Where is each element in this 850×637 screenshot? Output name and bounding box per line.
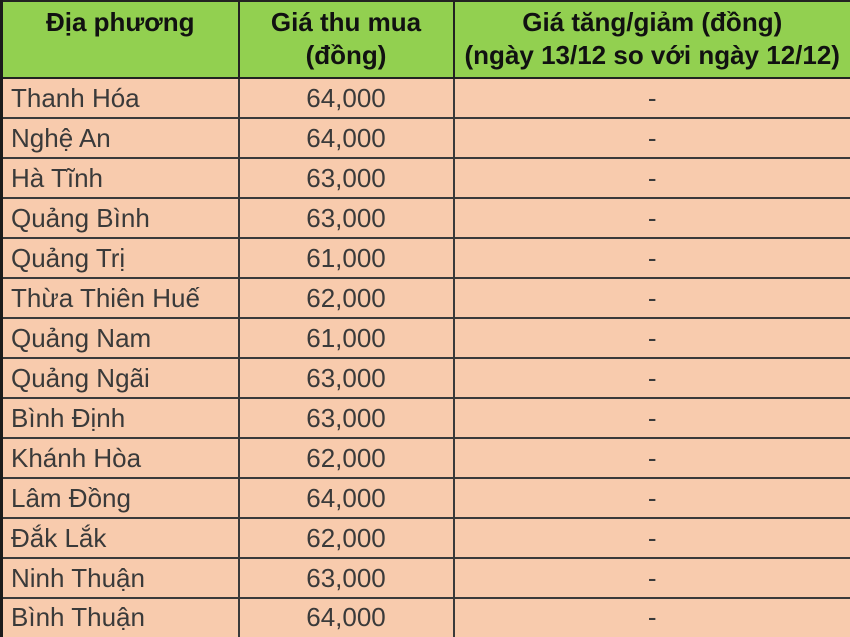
change-cell: - [452, 357, 850, 399]
table-row: Thừa Thiên Huế 62,000 - [0, 277, 850, 319]
price-cell: 63,000 [237, 397, 455, 439]
price-cell: 61,000 [237, 237, 455, 279]
region-cell: Hà Tĩnh [0, 157, 240, 199]
change-cell: - [452, 317, 850, 359]
header-price: Giá thu mua (đồng) [237, 0, 455, 79]
table-row: Ninh Thuận 63,000 - [0, 557, 850, 599]
region-cell: Quảng Nam [0, 317, 240, 359]
region-cell: Quảng Ngãi [0, 357, 240, 399]
price-cell: 64,000 [237, 597, 455, 637]
header-row: Địa phương Giá thu mua (đồng) Giá tăng/g… [0, 0, 850, 79]
price-cell: 61,000 [237, 317, 455, 359]
header-price-line2: (đồng) [305, 40, 387, 70]
header-change-line2: (ngày 13/12 so với ngày 12/12) [464, 40, 840, 70]
region-cell: Bình Thuận [0, 597, 240, 637]
table-row: Khánh Hòa 62,000 - [0, 437, 850, 479]
table-row: Nghệ An 64,000 - [0, 117, 850, 159]
table-row: Thanh Hóa 64,000 - [0, 77, 850, 119]
region-cell: Bình Định [0, 397, 240, 439]
region-cell: Ninh Thuận [0, 557, 240, 599]
change-cell: - [452, 477, 850, 519]
region-cell: Thanh Hóa [0, 77, 240, 119]
price-cell: 63,000 [237, 197, 455, 239]
price-cell: 64,000 [237, 477, 455, 519]
price-cell: 62,000 [237, 517, 455, 559]
change-cell: - [452, 77, 850, 119]
header-region: Địa phương [0, 0, 240, 79]
header-region-label: Địa phương [45, 7, 195, 37]
table-row: Quảng Nam 61,000 - [0, 317, 850, 359]
table-row: Bình Thuận 64,000 - [0, 597, 850, 637]
change-cell: - [452, 197, 850, 239]
price-cell: 63,000 [237, 357, 455, 399]
region-cell: Lâm Đồng [0, 477, 240, 519]
change-cell: - [452, 117, 850, 159]
change-cell: - [452, 157, 850, 199]
header-change: Giá tăng/giảm (đồng) (ngày 13/12 so với … [452, 0, 850, 79]
change-cell: - [452, 237, 850, 279]
region-cell: Quảng Trị [0, 237, 240, 279]
header-change-line1: Giá tăng/giảm (đồng) [522, 7, 783, 37]
change-cell: - [452, 517, 850, 559]
region-cell: Thừa Thiên Huế [0, 277, 240, 319]
table-row: Bình Định 63,000 - [0, 397, 850, 439]
change-cell: - [452, 557, 850, 599]
table-row: Hà Tĩnh 63,000 - [0, 157, 850, 199]
price-cell: 63,000 [237, 157, 455, 199]
price-cell: 62,000 [237, 437, 455, 479]
price-cell: 63,000 [237, 557, 455, 599]
change-cell: - [452, 277, 850, 319]
change-cell: - [452, 397, 850, 439]
table-row: Quảng Bình 63,000 - [0, 197, 850, 239]
region-cell: Đắk Lắk [0, 517, 240, 559]
region-cell: Quảng Bình [0, 197, 240, 239]
table-row: Đắk Lắk 62,000 - [0, 517, 850, 559]
table-row: Quảng Trị 61,000 - [0, 237, 850, 279]
change-cell: - [452, 437, 850, 479]
change-cell: - [452, 597, 850, 637]
price-cell: 64,000 [237, 117, 455, 159]
region-cell: Khánh Hòa [0, 437, 240, 479]
table-row: Quảng Ngãi 63,000 - [0, 357, 850, 399]
price-cell: 62,000 [237, 277, 455, 319]
header-price-line1: Giá thu mua [270, 7, 422, 37]
price-cell: 64,000 [237, 77, 455, 119]
region-cell: Nghệ An [0, 117, 240, 159]
table-row: Lâm Đồng 64,000 - [0, 477, 850, 519]
